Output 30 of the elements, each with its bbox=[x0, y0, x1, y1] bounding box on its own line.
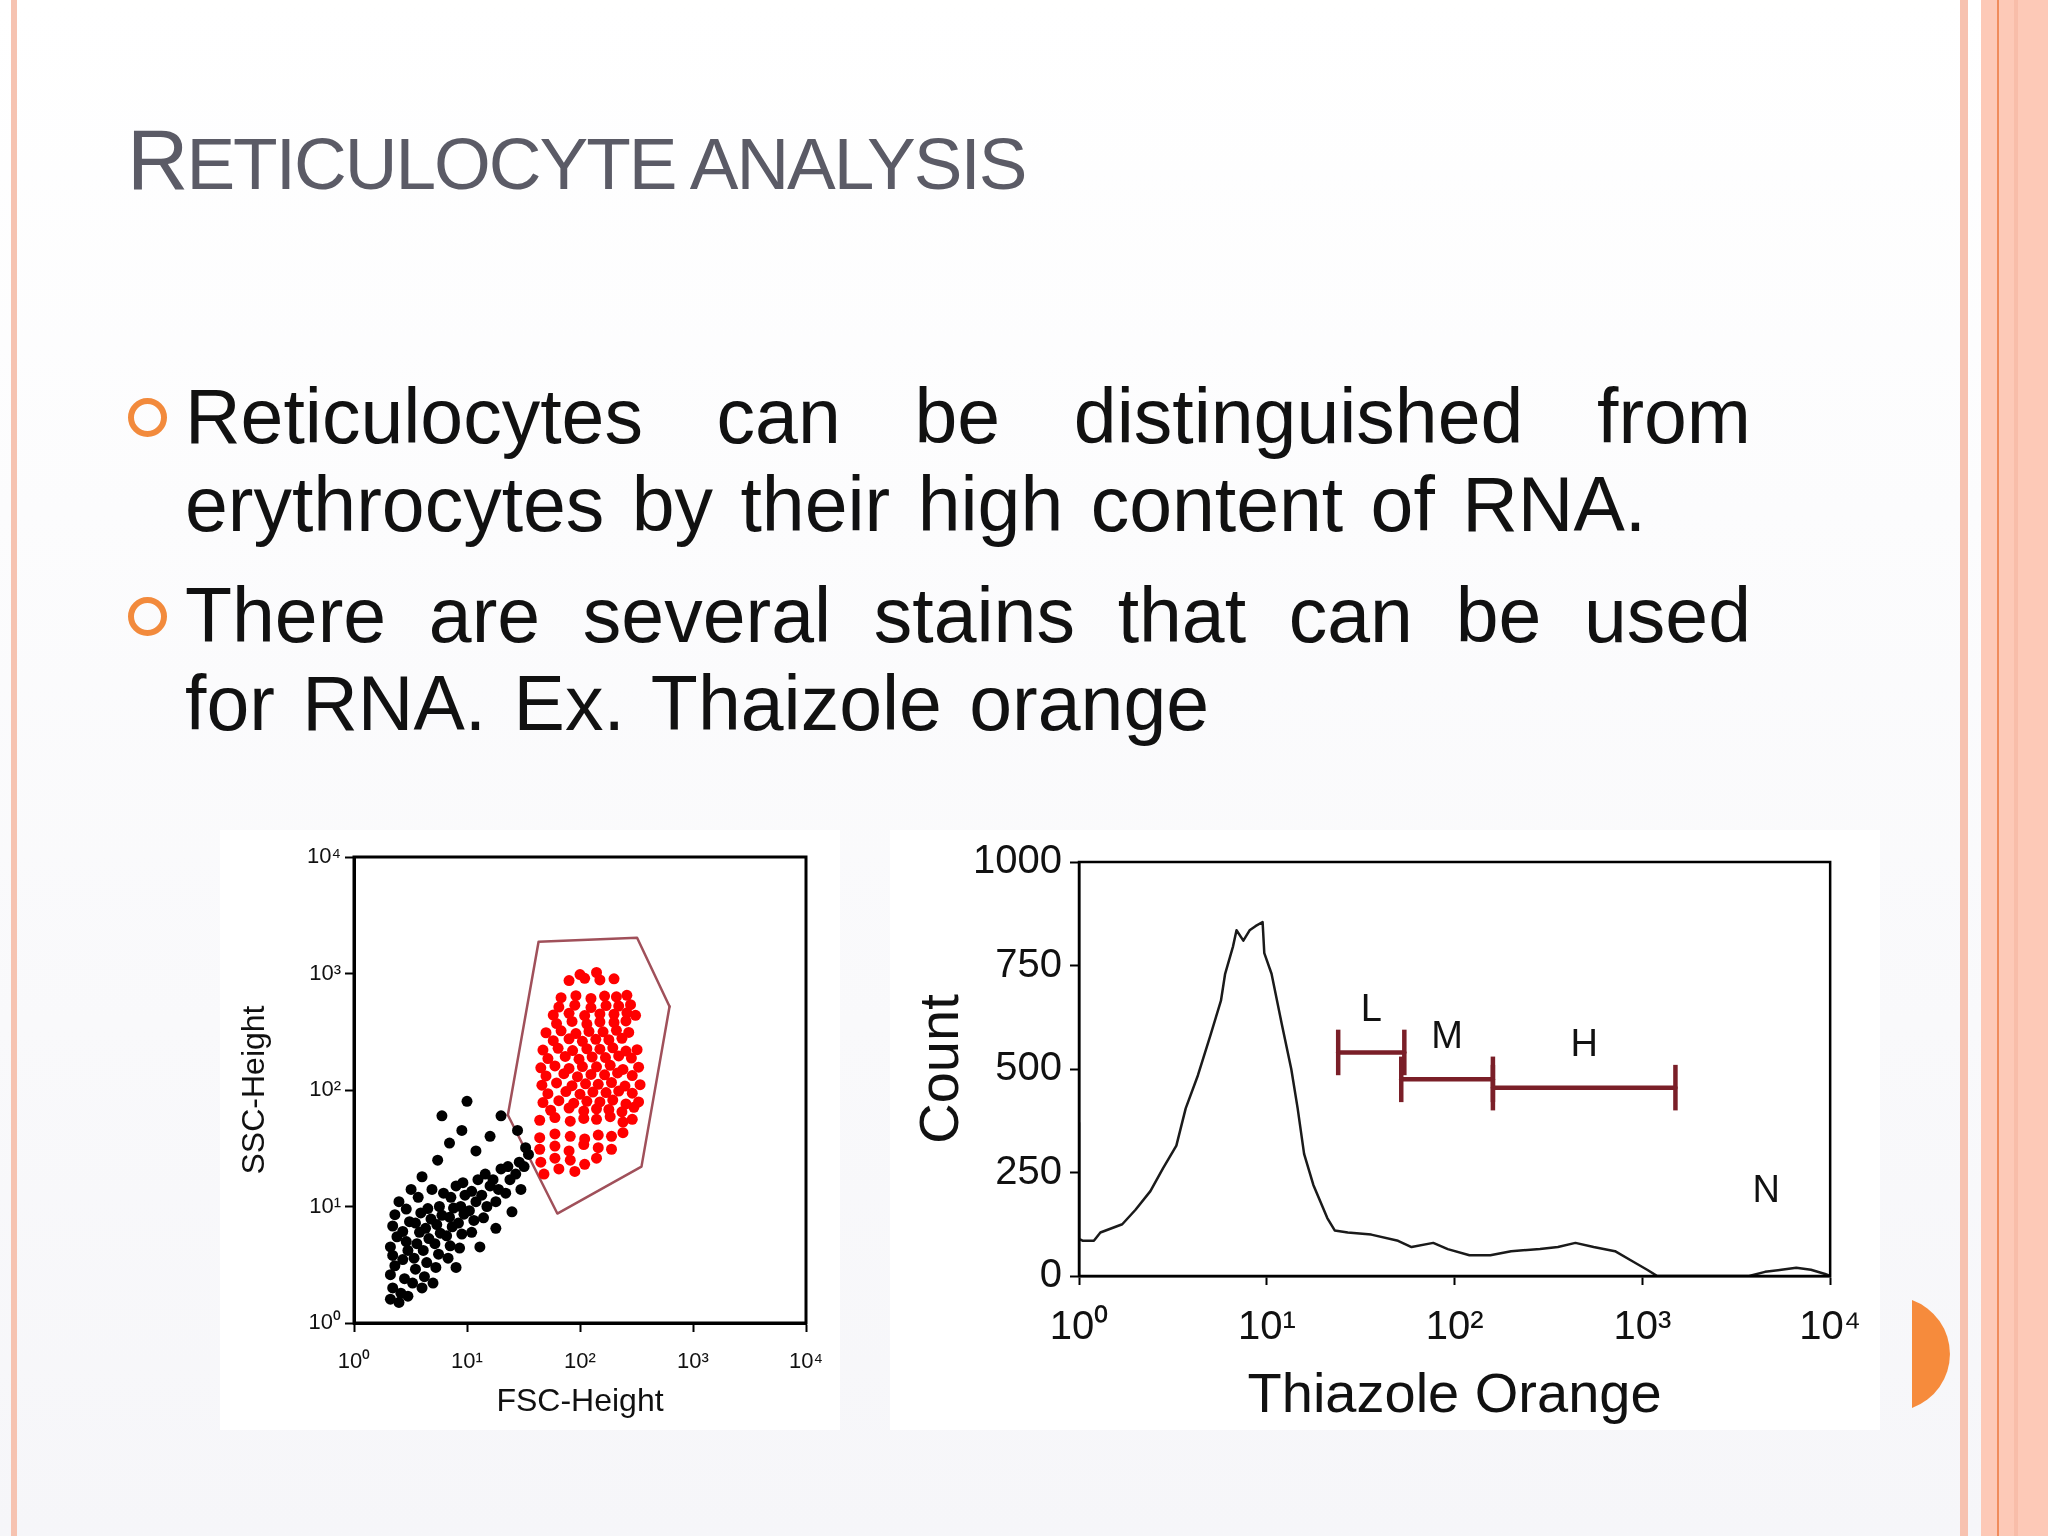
series-label: L bbox=[1360, 987, 1382, 1030]
y-tick-label: 10⁴ bbox=[307, 843, 341, 869]
y-tick-label: 250 bbox=[995, 1147, 1062, 1192]
y-axis-title: SSC-Height bbox=[235, 1005, 272, 1175]
y-axis-title: Count bbox=[907, 993, 971, 1144]
y-tick-label: 10³ bbox=[309, 959, 341, 985]
y-tick-label: 500 bbox=[995, 1044, 1062, 1089]
x-tick-label: 10³ bbox=[1613, 1303, 1672, 1348]
text: RETICULOCYTE ANALYSIS bbox=[127, 112, 1026, 207]
y-tick-label: 10² bbox=[309, 1076, 341, 1102]
y-tick-label: 0 bbox=[1039, 1251, 1062, 1296]
y-tick-label: 750 bbox=[995, 940, 1062, 985]
x-tick-label: 10³ bbox=[677, 1348, 709, 1374]
x-tick-label: 10¹ bbox=[1237, 1303, 1296, 1348]
annotation: N bbox=[1752, 1168, 1781, 1211]
x-axis-title: Thiazole Orange bbox=[1247, 1360, 1662, 1424]
x-tick-label: 10⁰ bbox=[337, 1348, 371, 1374]
text: There are several stains that can be used for RNA. Ex. Thaizole orange bbox=[185, 572, 1751, 746]
x-axis-title: FSC-Height bbox=[496, 1381, 664, 1418]
x-tick-label: 10⁰ bbox=[1049, 1303, 1109, 1348]
y-tick-label: 10¹ bbox=[309, 1192, 341, 1218]
x-tick-label: 10² bbox=[564, 1348, 596, 1374]
x-tick-label: 10⁴ bbox=[1799, 1303, 1861, 1348]
series-label: M bbox=[1431, 1014, 1463, 1057]
text: Reticulocytes can be distinguished from erythrocytes by their high content of RNA. bbox=[185, 373, 1751, 547]
y-tick-label: 1000 bbox=[973, 837, 1062, 882]
x-tick-label: 10² bbox=[1425, 1303, 1484, 1348]
series-label: H bbox=[1570, 1022, 1598, 1065]
x-tick-label: 10⁴ bbox=[789, 1348, 823, 1374]
x-tick-label: 10¹ bbox=[451, 1348, 483, 1374]
